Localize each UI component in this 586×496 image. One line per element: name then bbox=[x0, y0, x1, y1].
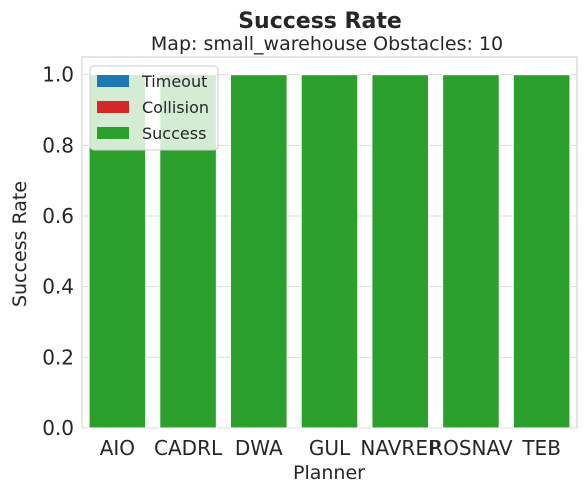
legend-label: Success bbox=[142, 124, 206, 143]
y-axis-label: Success Rate bbox=[9, 181, 31, 307]
legend-label: Timeout bbox=[141, 72, 207, 91]
bar-success bbox=[300, 74, 359, 429]
legend-swatch bbox=[97, 101, 129, 113]
y-tick-label: 0.6 bbox=[42, 204, 74, 228]
x-tick-label: DWA bbox=[235, 436, 283, 460]
legend-items: Timeout Collision Success bbox=[97, 72, 209, 143]
x-tick-label: GUL bbox=[309, 436, 351, 460]
chart-subtitle: Map: small_warehouse Obstacles: 10 bbox=[151, 33, 503, 55]
chart-title: Success Rate bbox=[238, 9, 402, 34]
y-tick-labels: 0.0 0.2 0.4 0.6 0.8 1.0 bbox=[42, 63, 74, 440]
x-tick-label: ROSNAV bbox=[429, 436, 513, 460]
legend: Timeout Collision Success bbox=[89, 65, 219, 151]
legend-swatch bbox=[97, 127, 129, 139]
bar-success bbox=[230, 74, 288, 429]
y-tick-label: 0.2 bbox=[42, 345, 74, 369]
x-tick-label: CADRL bbox=[154, 436, 223, 460]
x-tick-label: TEB bbox=[521, 436, 561, 460]
bar-success bbox=[512, 74, 571, 429]
legend-swatch bbox=[97, 75, 129, 87]
y-tick-label: 0.0 bbox=[42, 416, 74, 440]
y-tick-label: 0.4 bbox=[42, 275, 74, 299]
y-tick-label: 1.0 bbox=[42, 63, 74, 87]
bar-success bbox=[371, 74, 429, 429]
x-tick-label: NAVREP bbox=[360, 436, 440, 460]
x-tick-label: AIO bbox=[100, 436, 135, 460]
y-tick-label: 0.8 bbox=[42, 133, 74, 157]
bar-success bbox=[442, 74, 500, 429]
x-axis-label: Planner bbox=[293, 462, 365, 484]
legend-label: Collision bbox=[142, 98, 209, 117]
